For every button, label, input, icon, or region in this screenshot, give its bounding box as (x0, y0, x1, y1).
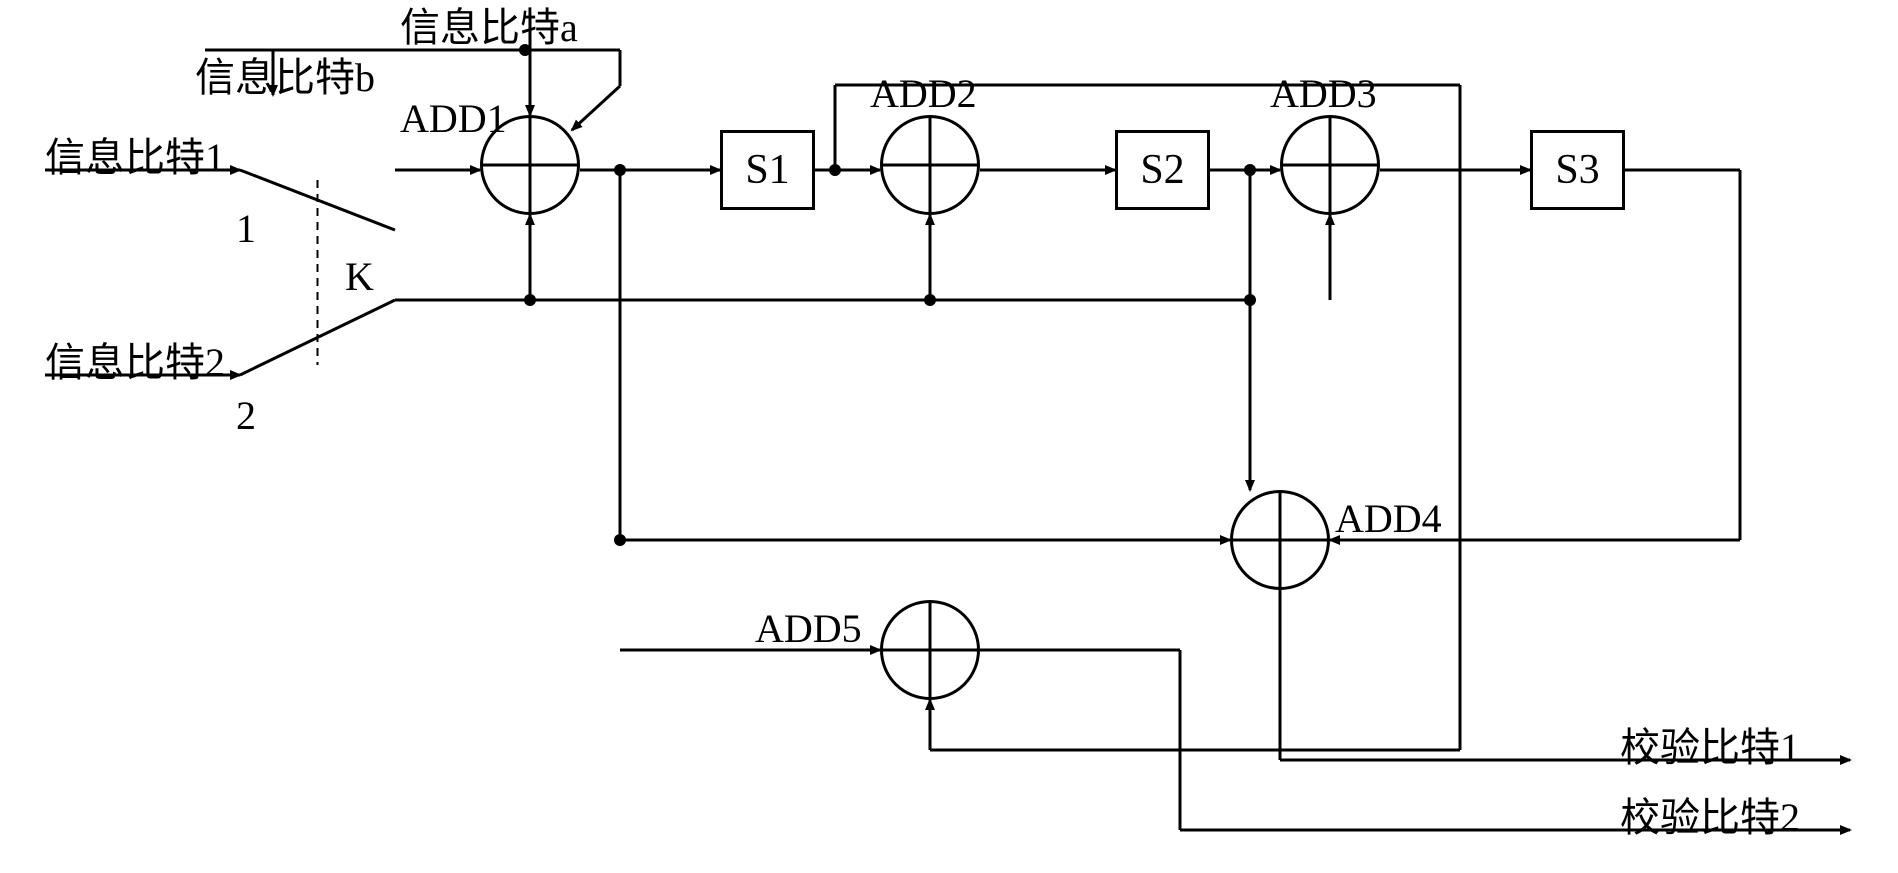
label-info-bit-b: 信息比特b (195, 45, 375, 103)
adder-add5 (880, 600, 980, 700)
label-add1: ADD1 (400, 95, 507, 142)
label-add4: ADD4 (1335, 495, 1442, 542)
encoder-diagram: S1 S2 S3 信息比特a 信息比特b 信息比特1 信息比特2 校验比特1 校… (0, 0, 1898, 873)
label-switch-2: 2 (236, 392, 256, 439)
adder-add2 (880, 115, 980, 215)
label-info-bit-a: 信息比特a (400, 0, 578, 53)
label-check-bit-2: 校验比特2 (1620, 785, 1800, 843)
register-s3: S3 (1530, 130, 1625, 210)
label-add3: ADD3 (1270, 70, 1377, 117)
label-add2: ADD2 (870, 70, 977, 117)
label-info-bit-2: 信息比特2 (45, 330, 225, 388)
adder-add4 (1230, 490, 1330, 590)
label-switch-1: 1 (236, 205, 256, 252)
label-switch-k: K (345, 253, 374, 300)
register-s1: S1 (720, 130, 815, 210)
label-info-bit-1: 信息比特1 (45, 125, 225, 183)
label-add5: ADD5 (755, 605, 862, 652)
register-s2: S2 (1115, 130, 1210, 210)
adder-add3 (1280, 115, 1380, 215)
label-check-bit-1: 校验比特1 (1620, 715, 1800, 773)
